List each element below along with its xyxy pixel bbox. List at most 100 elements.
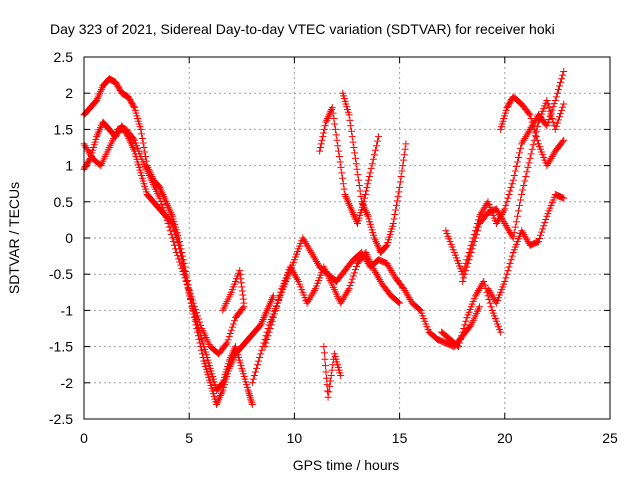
data-point: [389, 220, 397, 228]
data-point: [492, 205, 500, 213]
data-point: [345, 111, 353, 119]
data-point: [290, 270, 298, 278]
data-point: [552, 122, 560, 130]
data-point: [521, 232, 529, 240]
data-point: [371, 146, 379, 154]
data-point: [468, 245, 476, 253]
data-point: [270, 310, 278, 318]
data-point: [527, 150, 535, 158]
sat-trace-13: [497, 93, 568, 170]
data-point: [163, 200, 171, 208]
data-point: [507, 230, 515, 238]
data-point: [314, 259, 322, 267]
data-point: [265, 303, 273, 311]
data-point: [172, 245, 180, 253]
data-point: [165, 205, 173, 213]
data-point: [338, 297, 346, 305]
data-point: [321, 362, 329, 370]
data-point: [129, 135, 137, 143]
data-point: [499, 216, 507, 224]
data-point: [175, 255, 183, 263]
data-point: [461, 321, 469, 329]
data-point: [129, 144, 137, 151]
data-point: [516, 201, 524, 209]
data-point: [477, 210, 485, 218]
data-point: [544, 160, 552, 168]
y-axis-label: SDTVAR / TECUs: [6, 182, 22, 294]
data-point: [402, 140, 410, 148]
data-point: [180, 271, 188, 279]
data-point: [375, 274, 383, 282]
data-point: [558, 106, 566, 114]
data-point: [185, 286, 193, 294]
data-point: [267, 321, 275, 329]
data-point: [328, 104, 336, 112]
x-tick-label: 10: [287, 430, 303, 446]
data-point: [259, 315, 267, 323]
data-point: [401, 145, 409, 153]
data-point: [324, 387, 332, 395]
data-point: [524, 129, 532, 137]
data-point: [355, 182, 363, 190]
data-point: [559, 71, 567, 79]
data-point: [85, 149, 93, 157]
data-point: [176, 258, 184, 266]
data-point: [247, 397, 255, 405]
data-point: [399, 162, 407, 170]
data-point: [267, 297, 275, 305]
data-point: [396, 183, 404, 191]
data-point: [494, 209, 502, 217]
data-point: [345, 200, 353, 208]
data-point: [390, 215, 398, 223]
chart-title: Day 323 of 2021, Sidereal Day-to-day VTE…: [50, 21, 555, 37]
data-point: [507, 183, 515, 191]
data-point: [460, 325, 468, 332]
data-point: [268, 296, 276, 304]
data-point: [344, 198, 352, 206]
x-tick-label: 25: [602, 430, 618, 446]
data-point: [274, 299, 282, 307]
y-tick-label: 0.5: [54, 194, 74, 210]
data-point: [225, 333, 233, 341]
sat-trace-1: [80, 75, 277, 409]
data-point: [525, 110, 533, 118]
data-point: [305, 296, 313, 304]
data-point: [224, 336, 232, 344]
data-point: [353, 165, 361, 173]
data-point: [374, 241, 382, 249]
data-point: [335, 147, 343, 155]
data-point: [478, 209, 486, 217]
data-point: [189, 299, 197, 307]
data-point: [513, 158, 521, 166]
data-point: [263, 306, 271, 314]
data-point: [93, 96, 101, 104]
data-point: [299, 234, 307, 242]
data-point: [551, 96, 559, 104]
data-point: [540, 222, 548, 230]
data-point: [222, 340, 230, 348]
data-point: [94, 93, 102, 101]
data-point: [130, 145, 138, 153]
y-tick-label: -1.5: [49, 339, 73, 355]
data-point: [260, 314, 268, 322]
data-point: [476, 303, 484, 311]
data-point: [215, 395, 223, 403]
data-point: [370, 151, 378, 159]
data-point: [198, 346, 206, 354]
data-point: [167, 230, 175, 238]
data-point: [354, 171, 362, 179]
data-point: [385, 263, 393, 271]
data-point: [513, 212, 521, 220]
data-point: [368, 160, 376, 168]
data-point: [519, 229, 527, 237]
data-point: [307, 248, 315, 256]
data-point: [184, 283, 192, 291]
y-tick-label: -0.5: [49, 266, 73, 282]
data-point: [393, 197, 401, 205]
data-point: [351, 149, 359, 157]
data-point: [344, 286, 352, 294]
data-point: [505, 191, 513, 199]
data-point: [502, 221, 510, 229]
data-point: [406, 296, 414, 304]
data-point: [322, 368, 330, 376]
